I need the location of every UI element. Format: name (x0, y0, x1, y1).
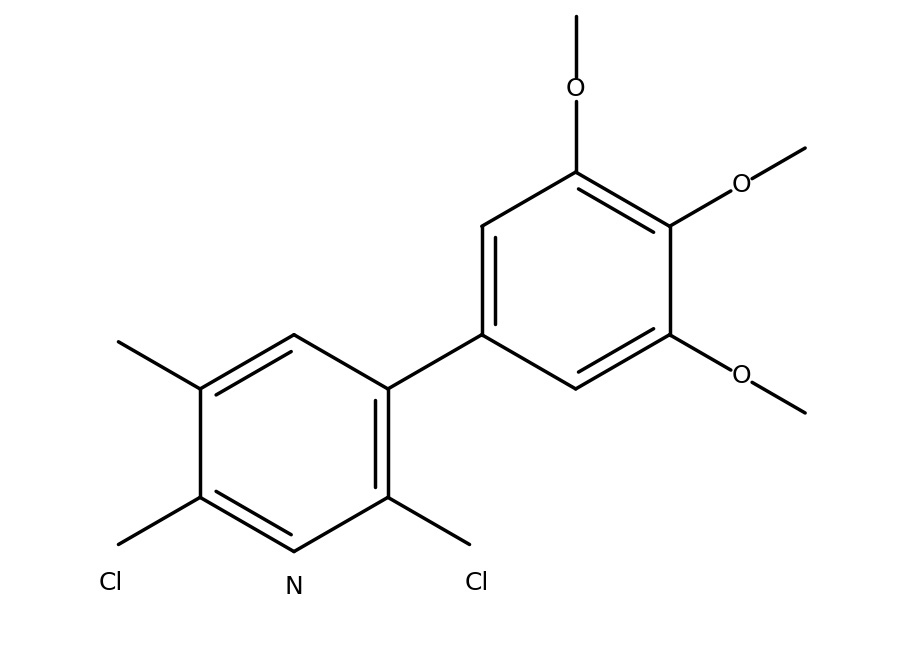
Text: O: O (732, 173, 751, 197)
Text: O: O (732, 364, 751, 388)
Text: Cl: Cl (99, 571, 123, 595)
Text: O: O (565, 77, 586, 101)
Text: N: N (285, 575, 303, 599)
Text: Cl: Cl (465, 571, 489, 595)
